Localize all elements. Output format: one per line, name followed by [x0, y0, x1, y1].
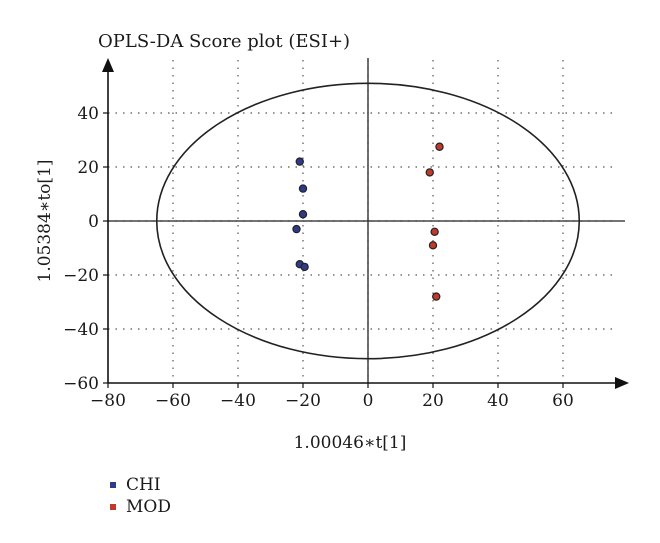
point-mod	[435, 142, 444, 151]
x-tick-label: 0	[363, 391, 374, 411]
point-chi	[292, 224, 301, 234]
y-axis-arrow	[102, 58, 114, 72]
x-axis-arrow	[615, 377, 629, 389]
legend-swatch	[110, 482, 116, 488]
y-tick-label: 40	[77, 104, 99, 124]
y-axis-label: 1.05384∗to[1]	[35, 159, 55, 282]
legend-swatch	[110, 504, 116, 510]
point-chi	[295, 157, 304, 166]
x-tick-label: −60	[155, 391, 191, 411]
point-mod	[428, 241, 438, 250]
legend-item-mod: MOD	[110, 496, 171, 518]
legend-item-chi: CHI	[110, 474, 171, 496]
point-chi	[300, 262, 309, 272]
point-chi	[298, 184, 308, 193]
y-tick-label: −20	[63, 266, 99, 286]
x-tick-label: 40	[487, 391, 509, 411]
legend-label: MOD	[126, 497, 171, 517]
x-tick-label: −20	[285, 391, 321, 411]
legend-label: CHI	[126, 475, 161, 495]
x-tick-label: 60	[552, 391, 574, 411]
y-tick-label: 20	[77, 158, 99, 178]
point-mod	[430, 227, 439, 236]
legend: CHI MOD	[110, 474, 171, 518]
y-tick-label: 0	[88, 212, 99, 232]
y-tick-label: −60	[63, 374, 99, 394]
chart-title: OPLS-DA Score plot (ESI+)	[98, 31, 350, 52]
point-chi	[298, 210, 308, 219]
confidence-ellipse	[155, 82, 581, 360]
x-tick-label: −40	[220, 391, 256, 411]
x-tick-label: −80	[90, 391, 126, 411]
point-mod	[425, 168, 434, 177]
x-axis-label: 1.00046∗t[1]	[294, 433, 407, 453]
x-tick-label: 20	[422, 391, 444, 411]
point-mod	[432, 292, 441, 301]
y-tick-label: −40	[63, 320, 99, 340]
